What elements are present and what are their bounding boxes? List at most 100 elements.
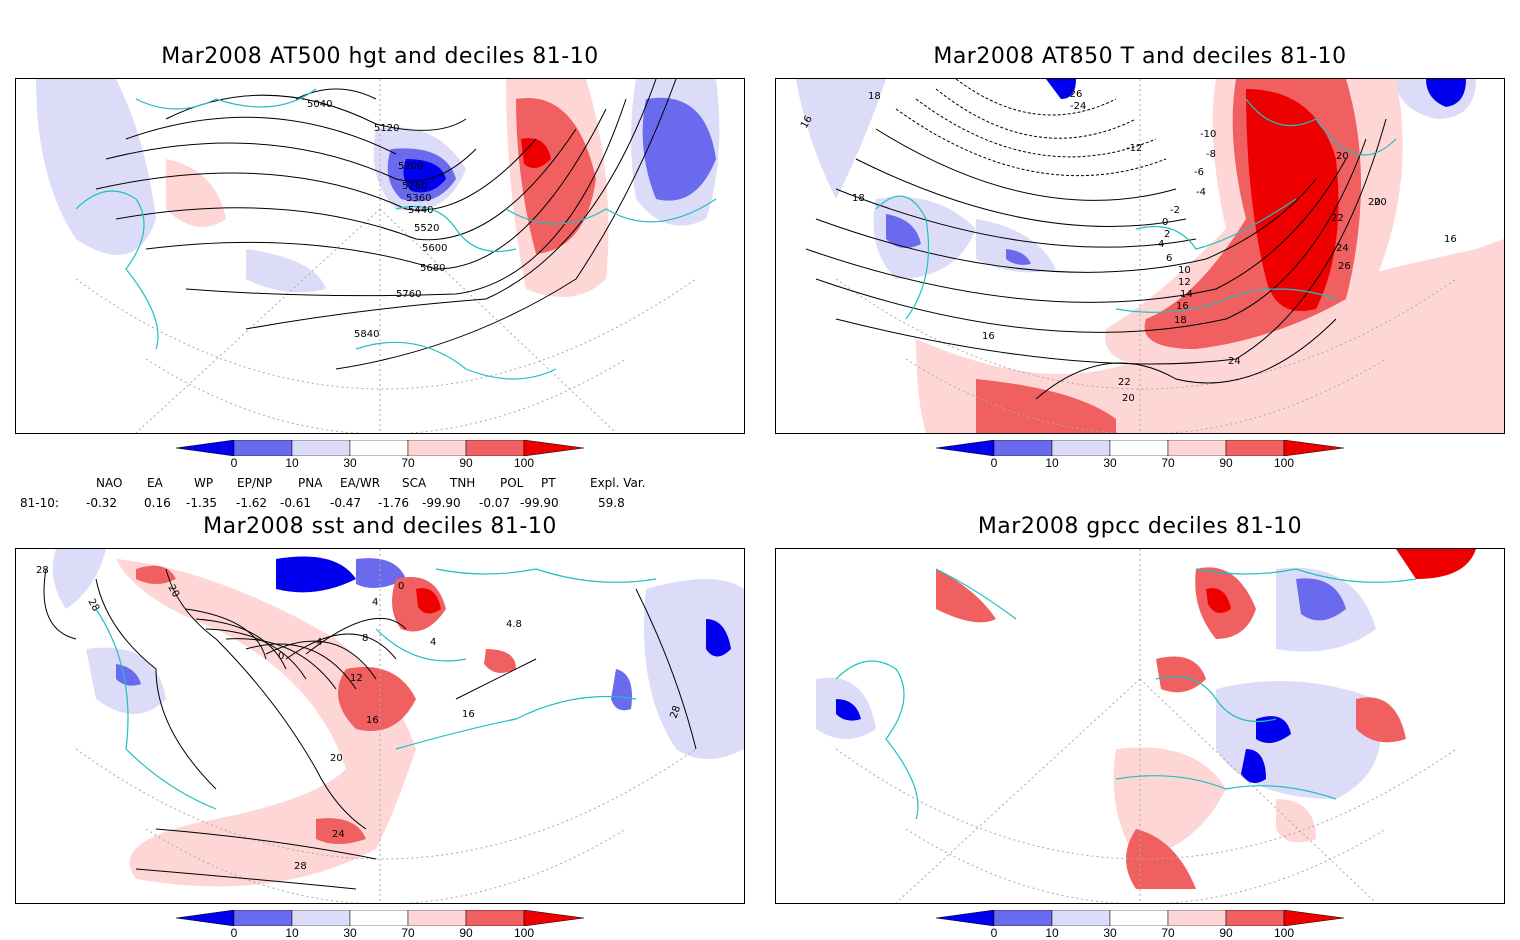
colorbar-swatch [1283,909,1345,927]
index-value: -0.32 [86,496,118,510]
index-header: Expl. Var. [590,476,646,490]
contour-label: 16 [1176,301,1189,312]
colorbar-swatch [407,439,467,457]
contour-label: 5360 [406,193,431,204]
contour-label: 0 [278,651,284,662]
colorbar-tick: 0 [990,456,998,470]
index-header: SCA [402,476,427,490]
contour-label: -2 [1170,205,1180,216]
contour-label: 24 [332,829,345,840]
index-header: TNH [450,476,476,490]
colorbar-tick: 100 [1273,926,1295,940]
colorbar-swatch [1283,439,1345,457]
index-header: EP/NP [237,476,273,490]
colorbar-swatch [523,439,585,457]
colorbar-swatch [935,909,995,927]
contour-label: 18 [1174,315,1187,326]
panel-4-map [775,548,1505,904]
colorbar-swatch [1109,909,1169,927]
colorbar-tick: 90 [459,926,473,940]
colorbar-swatch [1167,909,1227,927]
colorbar-tick: 90 [459,456,473,470]
index-row-label: 81-10: [20,496,59,510]
colorbar-4-labels: 0 10 30 70 90 100 [936,926,1346,940]
contour-label: 8 [362,633,368,644]
colorbar-swatch [233,439,293,457]
contour-label: 22 [1118,377,1131,388]
colorbar-tick: 100 [1273,456,1295,470]
colorbar-4 [935,909,1346,927]
colorbar-swatch [1167,439,1227,457]
colorbar-3-labels: 0 10 30 70 90 100 [176,926,586,940]
contour-label: 5600 [422,243,447,254]
contour-label: 24 [1336,243,1349,254]
colorbar-swatch [1109,439,1169,457]
contour-label: 20 [330,753,343,764]
contour-label: 2 [1164,229,1170,240]
panel-2-title: Mar2008 AT850 T and deciles 81-10 [933,44,1347,69]
contour-label: 20 [1374,197,1387,208]
contour-label: -10 [1200,129,1216,140]
contour-label: 16 [366,715,379,726]
index-header: PT [541,476,556,490]
colorbar-tick: 10 [1045,926,1059,940]
colorbar-tick: 90 [1219,456,1233,470]
panel-1-map: 5040 5120 5200 5260 5360 5440 5520 5600 … [15,78,745,434]
panel-1-contour-labels: 5040 5120 5200 5260 5360 5440 5520 5600 … [307,99,447,340]
colorbar-tick: 30 [343,456,357,470]
contour-label: 5440 [408,205,433,216]
contour-label: 18 [852,193,865,204]
colorbar-2-labels: 0 10 30 70 90 100 [936,456,1346,470]
contour-label: 10 [1178,265,1191,276]
colorbar-swatch [465,439,525,457]
contour-label: 20 [1368,197,1381,208]
contour-label: 14 [1180,289,1193,300]
colorbar-tick: 30 [1103,456,1117,470]
panel-1-title: Mar2008 AT500 hgt and deciles 81-10 [161,44,599,69]
index-value: -99.90 [520,496,559,510]
panel-2-map: 18 16 18 -24 -26 -12 -10 -8 -6 -4 -2 0 2… [775,78,1505,434]
colorbar-tick: 0 [230,926,238,940]
contour-label: 0 [398,581,404,592]
contour-label: 20 [1336,151,1349,162]
contour-label: 5120 [374,123,399,134]
contour-label: -12 [1126,143,1142,154]
index-value: 0.16 [144,496,171,510]
index-value: -0.07 [479,496,511,510]
index-value: -0.47 [330,496,362,510]
colorbar-swatch [175,909,235,927]
colorbar-swatch [1225,439,1285,457]
contour-label: 4 [430,637,436,648]
colorbar-tick: 90 [1219,926,1233,940]
contour-label: 18 [868,91,881,102]
contour-label: 26 [1338,261,1351,272]
colorbar-3 [175,909,586,927]
contour-label: 28 [36,565,49,576]
contour-label: 16 [462,709,475,720]
colorbar-tick: 100 [513,456,535,470]
colorbar-tick: 10 [285,456,299,470]
contour-label: -6 [1194,167,1204,178]
colorbar-swatch [993,909,1053,927]
colorbar-tick: 30 [343,926,357,940]
colorbar-tick: 70 [401,926,415,940]
contour-label: -4 [1196,187,1206,198]
panel-2-contour-labels: 18 16 18 -24 -26 -12 -10 -8 -6 -4 -2 0 2… [799,89,1457,404]
contour-label: 0 [1162,217,1168,228]
colorbar-tick: 70 [1161,456,1175,470]
colorbar-tick: 70 [1161,926,1175,940]
colorbar-swatch [1051,439,1111,457]
contour-label: 4 [1158,239,1164,250]
contour-label: 24 [1228,356,1241,367]
colorbar-tick: 10 [285,926,299,940]
colorbar-swatch [935,439,995,457]
panel-4-title: Mar2008 gpcc deciles 81-10 [977,514,1303,539]
contour-label: -26 [1066,89,1082,100]
index-value: -1.76 [378,496,410,510]
colorbar-1-svg [175,439,585,457]
colorbar-1-labels: 0 10 30 70 90 100 [176,456,586,470]
contour-label: 5200 [398,161,423,172]
colorbar-1 [175,439,586,457]
contour-label: 20 [1122,393,1135,404]
contour-label: 5520 [414,223,439,234]
